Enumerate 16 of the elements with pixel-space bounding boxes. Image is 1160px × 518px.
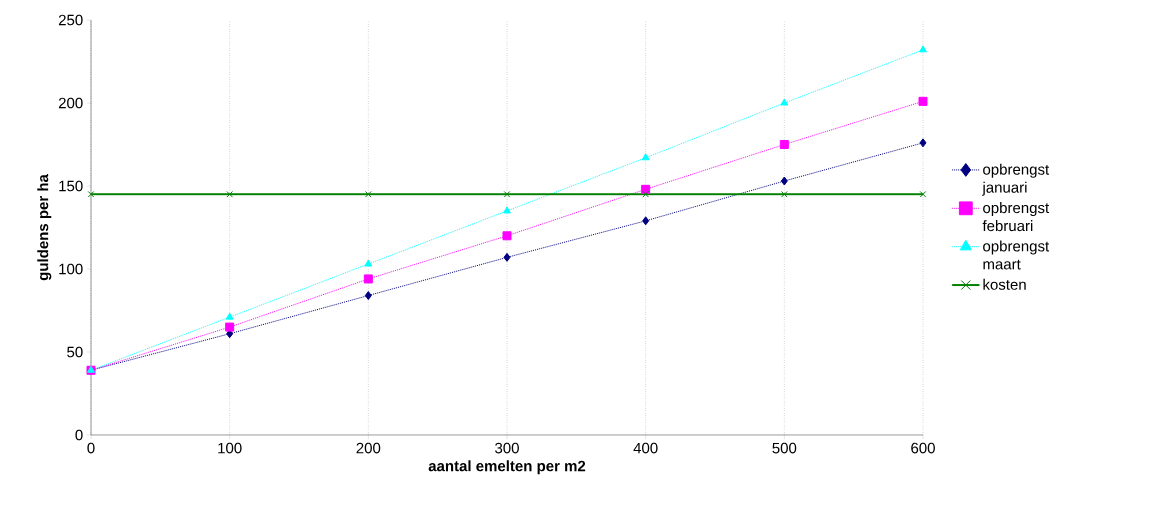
y-tick-label: 100	[59, 263, 83, 275]
x-tick-label: 600	[911, 442, 935, 454]
y-axis-title: guldens per ha	[37, 174, 52, 281]
y-tick-label: 50	[67, 346, 83, 358]
x-tick-label: 0	[87, 442, 95, 454]
x-tick-label: 100	[218, 442, 242, 454]
y-tick-label: 200	[58, 97, 83, 109]
x-tick-label: 200	[356, 442, 381, 454]
y-tick-label: 0	[75, 429, 83, 441]
legend-label: kosten	[983, 278, 1026, 290]
x-axis-title: aantal emelten per m2	[428, 460, 586, 475]
x-tick-label: 300	[495, 442, 519, 454]
x-tick-label: 500	[772, 442, 797, 454]
y-tick-label: 250	[58, 14, 83, 26]
x-tick-label: 400	[633, 442, 658, 454]
y-tick-label: 150	[59, 180, 83, 192]
